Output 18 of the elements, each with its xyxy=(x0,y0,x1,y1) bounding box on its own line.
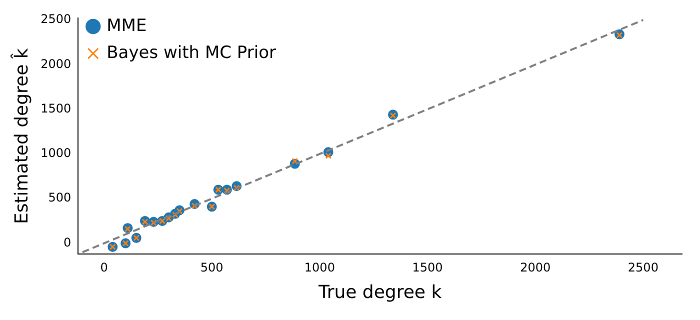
y-tick-label: 1000 xyxy=(40,146,72,160)
point xyxy=(191,202,198,209)
y-tick-label: 2500 xyxy=(40,12,72,26)
legend-label: MME xyxy=(106,16,147,36)
y-tick-label: 0 xyxy=(64,235,72,250)
x-tick-label: 1000 xyxy=(304,260,335,274)
x-axis-title: True degree k xyxy=(317,282,442,303)
x-tick-label: 2500 xyxy=(628,260,658,274)
y-tick-label: 500 xyxy=(48,190,72,205)
legend-label: Bayes with MC Prior xyxy=(106,42,276,63)
y-tick-label: 1500 xyxy=(40,101,72,116)
y-tick-label: 2000 xyxy=(40,56,72,71)
x-tick-label: 1500 xyxy=(412,260,443,274)
x-tick-label: 0 xyxy=(100,260,108,274)
x-tick-label: 500 xyxy=(200,260,224,274)
point xyxy=(142,218,148,226)
y-axis-title: Estimated degree k̂ xyxy=(10,48,32,224)
x-tick-label: 2000 xyxy=(520,260,551,274)
